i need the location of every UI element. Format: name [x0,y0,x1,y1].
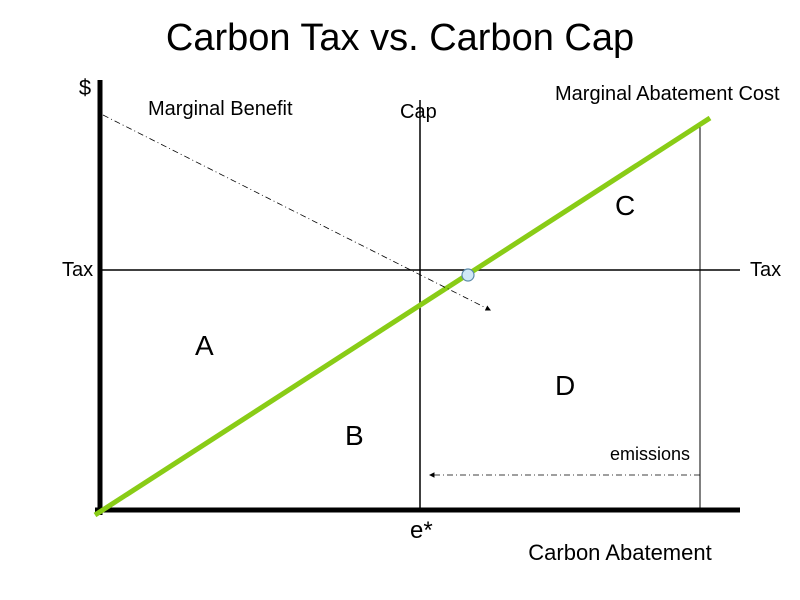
economics-diagram: Carbon Tax vs. Carbon Cap $ Carbon Abate… [0,0,800,600]
y-axis-label: $ [79,75,91,100]
tax-label-left: Tax [62,259,93,281]
chart-title: Carbon Tax vs. Carbon Cap [166,17,634,59]
tax-label-right: Tax [750,259,781,281]
equilibrium-point [462,269,474,281]
marginal-benefit-label: Marginal Benefit [148,98,293,120]
cap-label: Cap [400,101,437,123]
region-c: C [615,190,635,221]
region-b: B [345,420,364,451]
x-axis-label: Carbon Abatement [528,540,711,565]
mac-label: Marginal Abatement Cost [555,83,780,105]
emissions-label: emissions [610,444,690,464]
e-star-label: e* [410,517,433,544]
region-a: A [195,330,214,361]
marginal-benefit-line [103,115,490,310]
region-d: D [555,370,575,401]
